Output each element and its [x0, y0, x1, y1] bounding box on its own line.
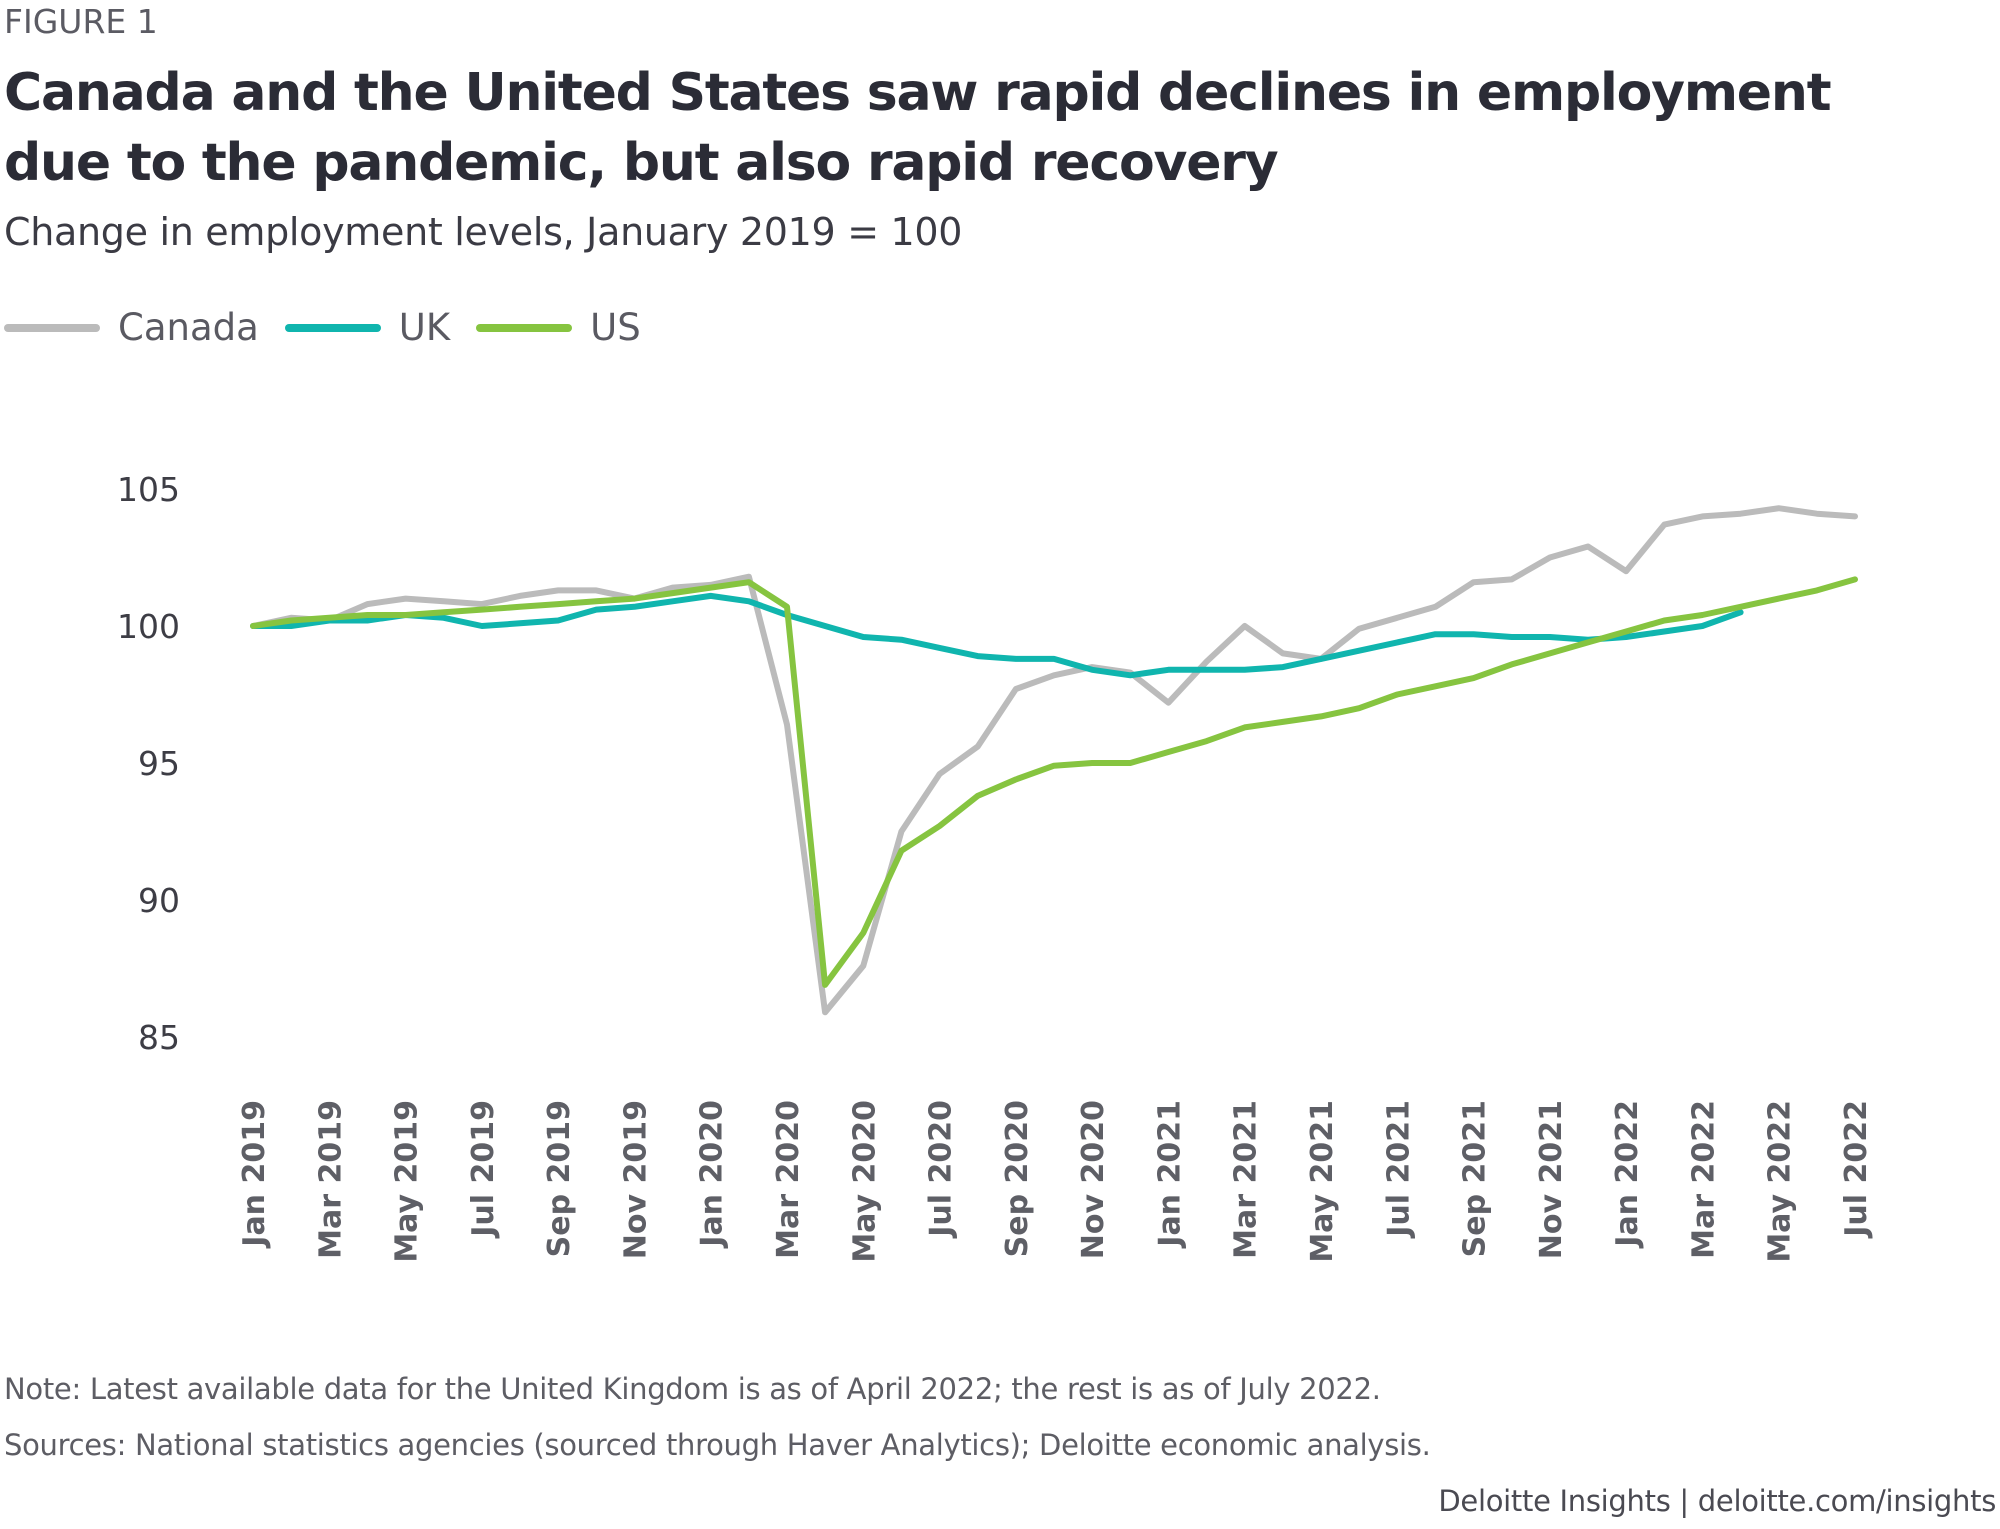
legend-swatch-us: [476, 324, 573, 332]
series-line-us: [250, 576, 1858, 988]
x-tick-label: Jul 2021: [1381, 1100, 1416, 1239]
x-tick-label: May 2020: [847, 1100, 882, 1263]
x-tick-label: May 2019: [390, 1100, 425, 1263]
legend-item-us: US: [476, 308, 641, 348]
x-tick-label: Mar 2022: [1686, 1100, 1721, 1259]
x-tick-label: Jan 2021: [1152, 1100, 1187, 1249]
figure-label: FIGURE 1: [4, 2, 158, 41]
legend-swatch-canada: [4, 324, 100, 332]
x-tick-label: Jul 2020: [924, 1100, 959, 1239]
y-tick-label: 100: [117, 607, 180, 646]
y-tick-label: 95: [138, 744, 180, 783]
x-tick-label: Jan 2022: [1610, 1100, 1645, 1249]
y-tick-label: 90: [138, 881, 180, 920]
x-tick-label: Mar 2021: [1229, 1100, 1264, 1259]
sources: Sources: National statistics agencies (s…: [4, 1428, 1431, 1462]
x-tick-label: Nov 2020: [1076, 1100, 1111, 1259]
x-tick-label: Nov 2019: [618, 1100, 653, 1259]
x-tick-label: Sep 2019: [542, 1100, 577, 1257]
x-tick-label: Jul 2019: [466, 1100, 501, 1239]
x-tick-label: Jan 2020: [695, 1100, 730, 1249]
x-tick-label: Sep 2020: [1000, 1100, 1035, 1257]
legend: Canada UK US: [4, 308, 667, 348]
x-tick-label: Jul 2022: [1839, 1100, 1874, 1239]
legend-item-uk: UK: [284, 306, 451, 349]
series-lines: [250, 505, 1858, 1016]
legend-label-uk: UK: [398, 306, 451, 349]
x-tick-label: Jan 2019: [237, 1100, 272, 1249]
x-tick-label: May 2022: [1763, 1100, 1798, 1263]
chart-title: Canada and the United States saw rapid d…: [4, 63, 1832, 193]
legend-item-canada: Canada: [4, 308, 259, 348]
y-axis: 105 100 95 90 85: [117, 470, 180, 1057]
y-tick-label: 105: [117, 470, 180, 509]
y-tick-label: 85: [138, 1018, 180, 1057]
series-line-canada: [250, 505, 1858, 1016]
x-tick-label: Mar 2019: [313, 1100, 348, 1259]
credit: Deloitte Insights | deloitte.com/insight…: [1438, 1484, 1996, 1518]
note: Note: Latest available data for the Unit…: [4, 1372, 1381, 1406]
x-axis: Jan 2019 Mar 2019 May 2019 Jul 2019 Sep 2019…: [237, 1100, 1874, 1263]
legend-label-us: US: [590, 306, 641, 349]
x-tick-label: Sep 2021: [1458, 1100, 1493, 1257]
series-line-uk: [250, 592, 1744, 679]
x-tick-label: Nov 2021: [1534, 1100, 1569, 1259]
x-tick-label: May 2021: [1305, 1100, 1340, 1263]
chart-subtitle: Change in employment levels, January 201…: [4, 210, 963, 254]
legend-swatch-uk: [284, 324, 381, 332]
x-tick-label: Mar 2020: [771, 1100, 806, 1259]
legend-label-canada: Canada: [118, 306, 259, 349]
